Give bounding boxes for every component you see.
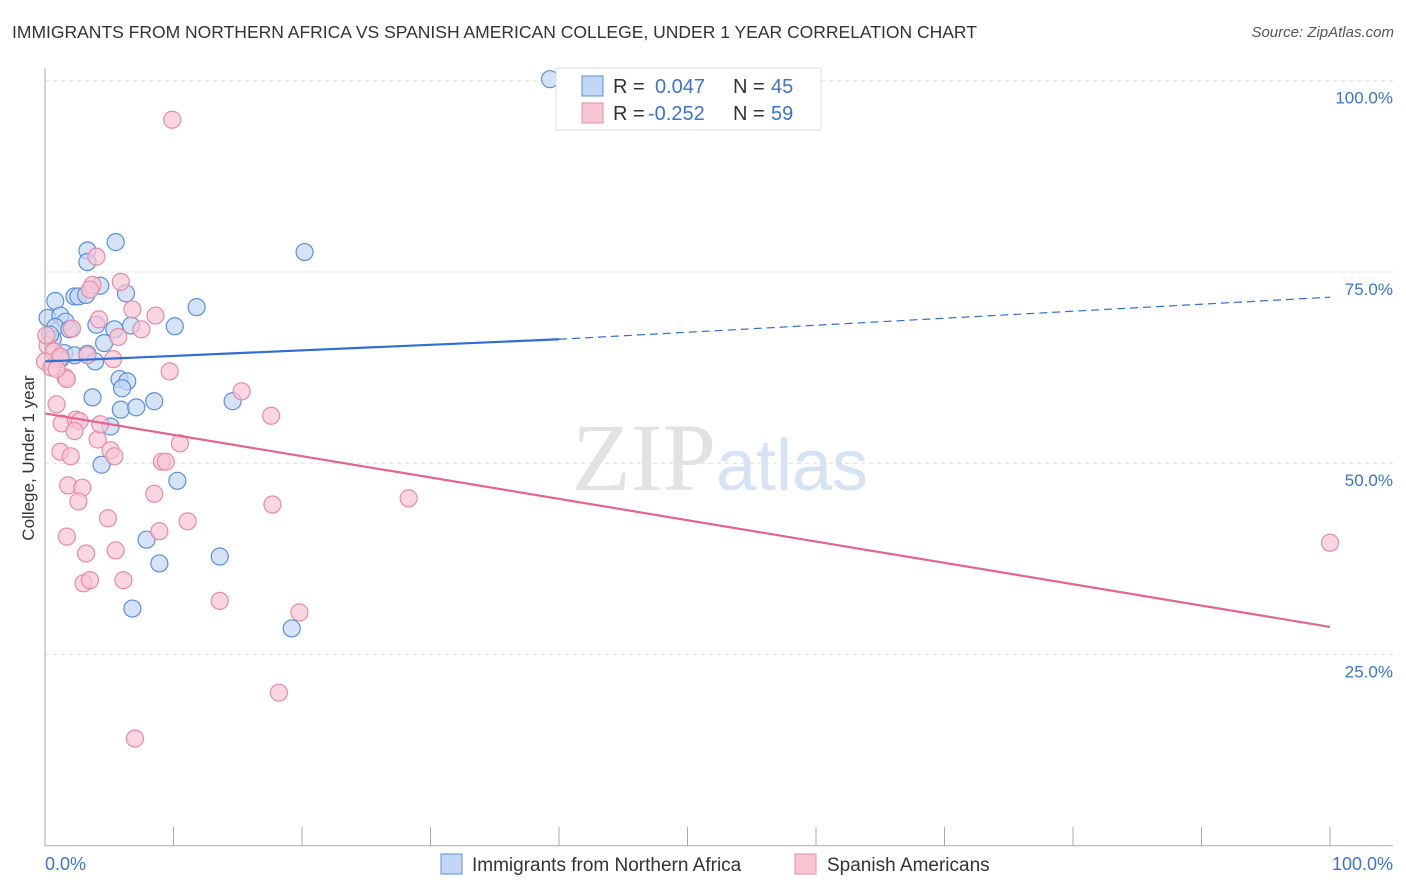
point-spanish-americans — [98, 509, 118, 528]
point-spanish-americans — [178, 512, 197, 531]
y-tick-label: 25.0% — [1345, 662, 1393, 681]
chart-title: IMMIGRANTS FROM NORTHERN AFRICA VS SPANI… — [12, 22, 977, 42]
watermark: ZIPatlas — [572, 404, 868, 511]
point-spanish-americans — [47, 395, 66, 414]
point-northern-africa — [168, 471, 187, 490]
point-spanish-americans — [105, 447, 124, 466]
point-spanish-americans — [263, 495, 282, 514]
point-northern-africa — [127, 398, 146, 417]
point-spanish-americans — [57, 527, 76, 546]
point-spanish-americans — [62, 319, 82, 338]
legend-n-label: N = — [733, 103, 765, 125]
y-tick-label: 75.0% — [1345, 280, 1393, 299]
legend-n-value: 45 — [771, 76, 793, 98]
point-spanish-americans — [80, 280, 100, 299]
point-spanish-americans — [262, 406, 281, 425]
y-tick-label: 100.0% — [1335, 89, 1393, 108]
point-spanish-americans — [109, 327, 128, 347]
legend-n-label: N = — [733, 76, 765, 98]
legend-r-label: R = — [613, 103, 645, 125]
point-spanish-americans — [156, 452, 175, 471]
point-northern-africa — [92, 455, 111, 474]
point-northern-africa — [145, 392, 164, 411]
legend-swatch-pink — [581, 102, 604, 124]
point-spanish-americans — [89, 310, 109, 329]
point-spanish-americans — [114, 571, 133, 590]
point-spanish-americans — [145, 484, 164, 503]
point-northern-africa — [111, 400, 130, 419]
y-axis-label: College, Under 1 year — [19, 375, 38, 541]
point-northern-africa — [137, 530, 156, 549]
point-northern-africa — [112, 379, 132, 398]
point-spanish-americans — [125, 729, 145, 748]
legend: R = 0.047 N = 45 R = -0.252 N = 59 — [555, 67, 822, 131]
x-tick-label: 100.0% — [1332, 854, 1393, 874]
bottom-legend-label: Immigrants from Northern Africa — [472, 855, 742, 876]
point-northern-africa — [295, 242, 314, 262]
bottom-legend-label: Spanish Americans — [827, 855, 990, 876]
point-northern-africa — [282, 619, 301, 638]
bottom-legend-swatch-pink — [794, 853, 817, 875]
point-spanish-americans — [87, 247, 106, 266]
point-spanish-americans — [106, 541, 125, 560]
chart-source: Source: ZipAtlas.com — [1251, 24, 1394, 41]
point-spanish-americans — [78, 346, 97, 365]
bottom-legend-swatch-blue — [440, 853, 463, 875]
point-spanish-americans — [111, 272, 130, 291]
point-spanish-americans — [123, 300, 142, 319]
point-spanish-americans — [1320, 533, 1340, 552]
point-northern-africa — [210, 547, 229, 566]
point-northern-africa — [83, 388, 102, 407]
bottom-legend: Immigrants from Northern Africa Spanish … — [440, 853, 990, 876]
legend-swatch-blue — [581, 75, 604, 97]
point-spanish-americans — [232, 382, 251, 401]
trend-line — [44, 338, 560, 363]
legend-r-value: -0.252 — [648, 103, 705, 125]
point-spanish-americans — [37, 326, 56, 345]
x-tick-label: 0.0% — [45, 854, 86, 874]
point-spanish-americans — [61, 447, 80, 466]
point-spanish-americans — [47, 360, 66, 379]
point-spanish-americans — [69, 492, 88, 511]
trend-line — [44, 412, 1331, 628]
point-northern-africa — [150, 554, 169, 573]
point-spanish-americans — [132, 320, 151, 339]
point-spanish-americans — [80, 571, 100, 590]
legend-r-label: R = — [613, 76, 645, 98]
point-northern-africa — [123, 599, 142, 618]
point-spanish-americans — [269, 683, 288, 702]
point-spanish-americans — [290, 603, 309, 622]
point-northern-africa — [106, 233, 125, 252]
point-spanish-americans — [77, 544, 96, 563]
point-spanish-americans — [163, 110, 182, 129]
legend-r-value: 0.047 — [655, 76, 705, 98]
point-spanish-americans — [150, 522, 169, 541]
point-spanish-americans — [210, 591, 229, 611]
point-spanish-americans — [160, 362, 179, 381]
point-northern-africa — [187, 298, 206, 317]
point-northern-africa — [165, 317, 184, 336]
legend-n-value: 59 — [771, 103, 793, 125]
y-tick-label: 50.0% — [1345, 471, 1393, 490]
point-spanish-americans — [399, 489, 418, 508]
trend-line-extrapolated — [558, 296, 1331, 340]
point-spanish-americans — [65, 421, 84, 441]
point-spanish-americans — [146, 306, 165, 325]
